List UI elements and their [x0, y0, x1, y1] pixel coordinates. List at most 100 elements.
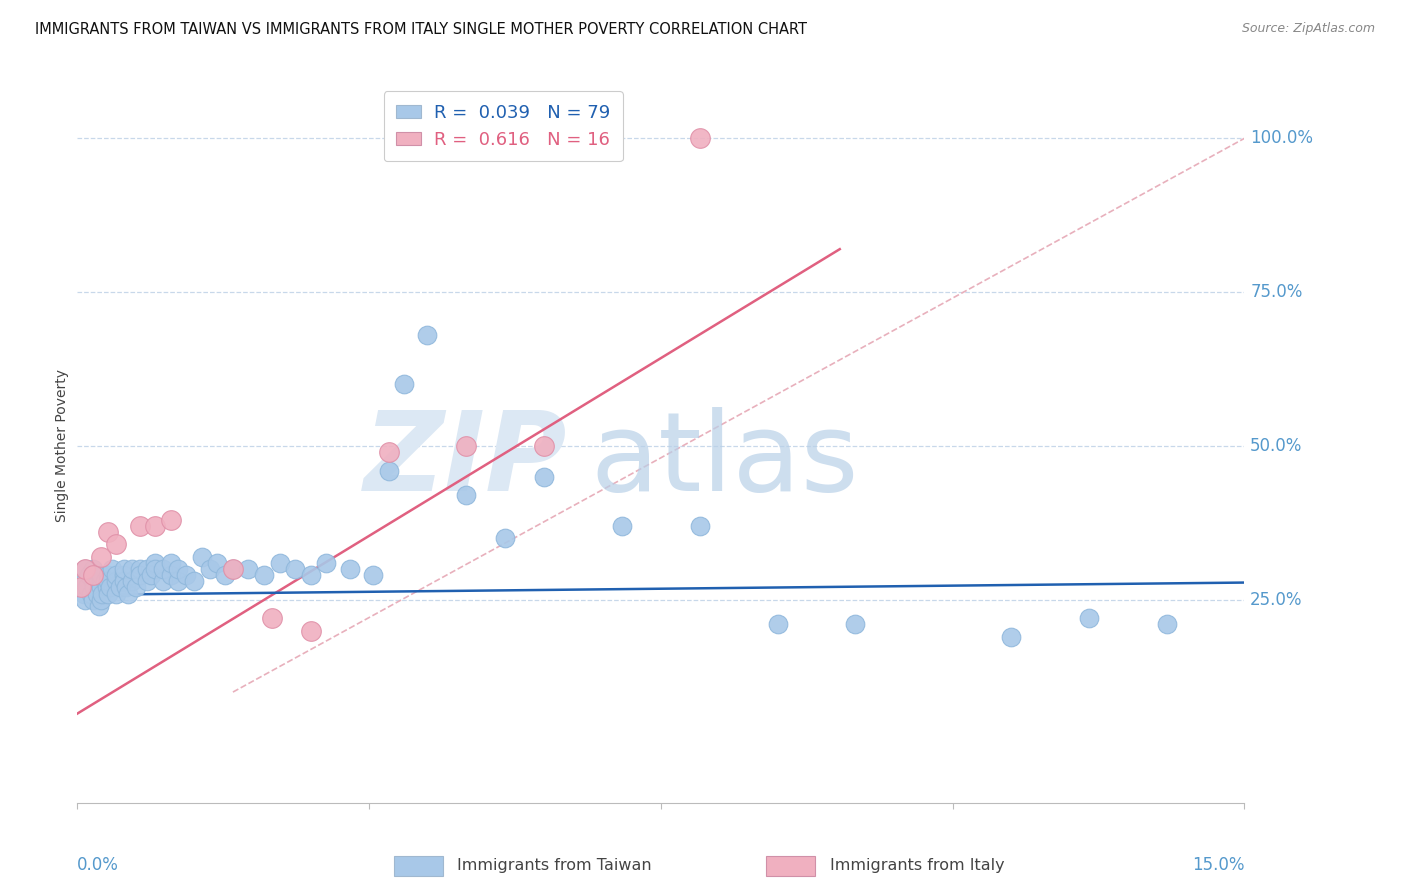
- Point: [80, 587, 103, 601]
- Point: [361, 568, 384, 582]
- Point: [167, 562, 190, 576]
- Point: [75, 562, 97, 576]
- Point: [167, 574, 190, 589]
- Text: Immigrants from Taiwan: Immigrants from Taiwan: [457, 858, 651, 872]
- Point: [315, 556, 337, 570]
- Point: [143, 562, 166, 576]
- Point: [93, 574, 115, 589]
- Point: [83, 581, 105, 595]
- Text: 0.0%: 0.0%: [77, 856, 120, 874]
- Point: [284, 562, 307, 576]
- Point: [114, 581, 136, 595]
- Text: 75.0%: 75.0%: [1250, 283, 1302, 301]
- Text: 100.0%: 100.0%: [1250, 129, 1313, 147]
- Point: [70, 581, 93, 595]
- Text: atlas: atlas: [591, 407, 859, 514]
- Point: [1156, 617, 1178, 632]
- Point: [152, 574, 174, 589]
- Point: [76, 581, 98, 595]
- Point: [77, 568, 100, 582]
- Point: [377, 445, 399, 459]
- Point: [112, 568, 135, 582]
- Point: [90, 574, 112, 589]
- Point: [90, 549, 112, 564]
- Point: [112, 562, 135, 576]
- Point: [98, 581, 121, 595]
- Point: [82, 568, 104, 582]
- Point: [222, 562, 245, 576]
- Point: [159, 556, 181, 570]
- Point: [141, 568, 163, 582]
- Point: [91, 587, 114, 601]
- Point: [191, 549, 214, 564]
- Point: [90, 592, 112, 607]
- Point: [101, 562, 124, 576]
- Point: [214, 568, 236, 582]
- Point: [82, 592, 104, 607]
- Point: [238, 562, 260, 576]
- Point: [392, 377, 415, 392]
- Point: [75, 574, 97, 589]
- Legend: R =  0.039   N = 79, R =  0.616   N = 16: R = 0.039 N = 79, R = 0.616 N = 16: [384, 91, 623, 161]
- Point: [269, 556, 291, 570]
- Text: 25.0%: 25.0%: [1250, 591, 1302, 609]
- Text: ZIP: ZIP: [364, 407, 568, 514]
- Point: [689, 519, 711, 533]
- Point: [143, 556, 166, 570]
- Point: [152, 562, 174, 576]
- Point: [533, 469, 555, 483]
- Text: IMMIGRANTS FROM TAIWAN VS IMMIGRANTS FROM ITALY SINGLE MOTHER POVERTY CORRELATIO: IMMIGRANTS FROM TAIWAN VS IMMIGRANTS FRO…: [35, 22, 807, 37]
- Point: [253, 568, 276, 582]
- Text: Source: ZipAtlas.com: Source: ZipAtlas.com: [1241, 22, 1375, 36]
- Point: [87, 599, 110, 613]
- Point: [136, 562, 159, 576]
- Point: [90, 568, 112, 582]
- Y-axis label: Single Mother Poverty: Single Mother Poverty: [55, 369, 69, 523]
- Point: [96, 581, 118, 595]
- Point: [159, 513, 181, 527]
- Point: [124, 581, 148, 595]
- Point: [75, 592, 97, 607]
- Point: [143, 519, 166, 533]
- Point: [183, 574, 205, 589]
- Point: [86, 587, 108, 601]
- Point: [105, 537, 128, 551]
- Point: [97, 587, 120, 601]
- Point: [689, 131, 711, 145]
- Point: [112, 574, 135, 589]
- Point: [108, 581, 131, 595]
- Point: [128, 562, 150, 576]
- Point: [207, 556, 229, 570]
- Point: [1077, 611, 1099, 625]
- Text: Immigrants from Italy: Immigrants from Italy: [830, 858, 1004, 872]
- Point: [136, 574, 159, 589]
- Point: [533, 439, 555, 453]
- Point: [128, 519, 150, 533]
- Point: [1000, 630, 1022, 644]
- Point: [299, 568, 322, 582]
- Point: [128, 568, 150, 582]
- Point: [105, 587, 128, 601]
- Point: [90, 581, 112, 595]
- Point: [456, 439, 478, 453]
- Point: [105, 568, 128, 582]
- Point: [766, 617, 789, 632]
- Point: [105, 574, 128, 589]
- Point: [117, 587, 139, 601]
- Point: [70, 581, 93, 595]
- Point: [97, 568, 120, 582]
- Point: [121, 562, 143, 576]
- Point: [416, 328, 439, 343]
- Point: [377, 464, 399, 478]
- Point: [174, 568, 197, 582]
- Text: 15.0%: 15.0%: [1192, 856, 1244, 874]
- Point: [121, 574, 143, 589]
- Point: [494, 531, 516, 545]
- Point: [456, 488, 478, 502]
- Point: [97, 574, 120, 589]
- Point: [72, 587, 94, 601]
- Point: [339, 562, 361, 576]
- Point: [82, 574, 104, 589]
- Point: [159, 568, 181, 582]
- Point: [82, 562, 104, 576]
